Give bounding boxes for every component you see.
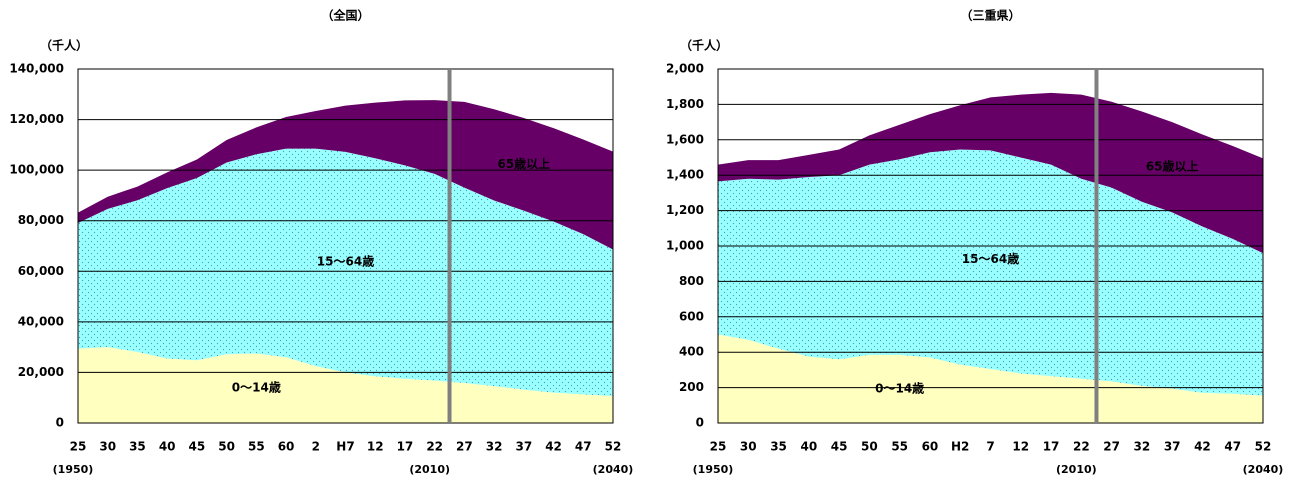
y-tick-label: 1,600 xyxy=(666,132,704,146)
y-tick-label: 600 xyxy=(679,309,704,323)
y-tick-label: 0 xyxy=(56,416,64,430)
x-tick-label: 2 xyxy=(312,440,320,454)
x-sublabel: (2040) xyxy=(1243,463,1284,476)
x-sublabel: (2040) xyxy=(593,463,634,476)
x-tick-label: 30 xyxy=(740,440,757,454)
y-tick-label: 400 xyxy=(679,345,704,359)
y-tick-label: 200 xyxy=(679,380,704,394)
x-sublabel: (2010) xyxy=(1056,463,1097,476)
y-tick-label: 800 xyxy=(679,274,704,288)
series-label: 0～14歳 xyxy=(875,380,924,395)
x-tick-label: 37 xyxy=(515,440,532,454)
x-tick-label: 42 xyxy=(1194,440,1211,454)
y-tick-label: 1,200 xyxy=(666,203,704,217)
x-tick-label: 27 xyxy=(456,440,473,454)
area xyxy=(718,92,1263,254)
y-tick-label: 140,000 xyxy=(9,62,64,76)
area xyxy=(718,334,1263,423)
x-tick-label: 30 xyxy=(99,440,116,454)
series-label: 15～64歳 xyxy=(317,254,374,269)
x-tick-label: 45 xyxy=(831,440,848,454)
x-tick-label: 37 xyxy=(1164,440,1181,454)
y-tick-label: 1,400 xyxy=(666,168,704,182)
series-label: 65歳以上 xyxy=(497,156,550,171)
x-tick-label: 60 xyxy=(922,440,939,454)
x-tick-label: 17 xyxy=(1043,440,1060,454)
x-tick-label: 17 xyxy=(397,440,414,454)
x-tick-label: 25 xyxy=(70,440,87,454)
x-tick-label: 35 xyxy=(129,440,146,454)
y-tick-label: 40,000 xyxy=(18,314,64,328)
x-tick-label: 35 xyxy=(770,440,787,454)
chart-title: （全国） xyxy=(321,8,369,23)
x-tick-label: 55 xyxy=(248,440,265,454)
x-sublabel: (1950) xyxy=(693,463,734,476)
x-tick-label: 25 xyxy=(710,440,727,454)
x-tick-label: 45 xyxy=(189,440,206,454)
x-tick-label: 22 xyxy=(426,440,443,454)
area xyxy=(78,347,613,423)
y-axis-label: （千人） xyxy=(40,38,88,53)
x-tick-label: 47 xyxy=(575,440,592,454)
x-tick-label: 22 xyxy=(1073,440,1090,454)
x-tick-label: 55 xyxy=(891,440,908,454)
plot-frame xyxy=(77,68,614,424)
y-tick-label: 60,000 xyxy=(18,264,64,278)
series-label: 15～64歳 xyxy=(962,251,1019,266)
y-tick-label: 120,000 xyxy=(9,112,64,126)
area-texture xyxy=(78,148,613,396)
series-label: 65歳以上 xyxy=(1146,159,1199,174)
x-tick-label: H7 xyxy=(336,440,354,454)
x-tick-label: 47 xyxy=(1224,440,1241,454)
y-tick-label: 0 xyxy=(696,416,704,430)
y-axis-label: （千人） xyxy=(680,38,728,53)
x-sublabel: (2010) xyxy=(409,463,450,476)
x-tick-label: 7 xyxy=(986,440,994,454)
x-tick-label: 40 xyxy=(159,440,176,454)
y-tick-label: 1,000 xyxy=(666,239,704,253)
x-tick-label: H2 xyxy=(951,440,969,454)
x-tick-label: 32 xyxy=(1134,440,1151,454)
area xyxy=(78,100,613,250)
x-sublabel: (1950) xyxy=(53,463,94,476)
x-tick-label: 52 xyxy=(1255,440,1272,454)
x-tick-label: 50 xyxy=(218,440,235,454)
x-tick-label: 12 xyxy=(367,440,384,454)
plot-frame xyxy=(717,68,1264,424)
x-tick-label: 60 xyxy=(278,440,295,454)
series-label: 0～14歳 xyxy=(232,380,281,395)
y-tick-label: 100,000 xyxy=(9,163,64,177)
chart-title: （三重県） xyxy=(960,8,1020,23)
x-tick-label: 40 xyxy=(800,440,817,454)
y-tick-label: 2,000 xyxy=(666,62,704,76)
y-tick-label: 20,000 xyxy=(18,365,64,379)
x-tick-label: 42 xyxy=(545,440,562,454)
x-tick-label: 12 xyxy=(1012,440,1029,454)
x-tick-label: 50 xyxy=(861,440,878,454)
y-tick-label: 80,000 xyxy=(18,213,64,227)
x-tick-label: 52 xyxy=(605,440,622,454)
x-tick-label: 27 xyxy=(1103,440,1120,454)
x-tick-label: 32 xyxy=(486,440,503,454)
y-tick-label: 1,800 xyxy=(666,97,704,111)
